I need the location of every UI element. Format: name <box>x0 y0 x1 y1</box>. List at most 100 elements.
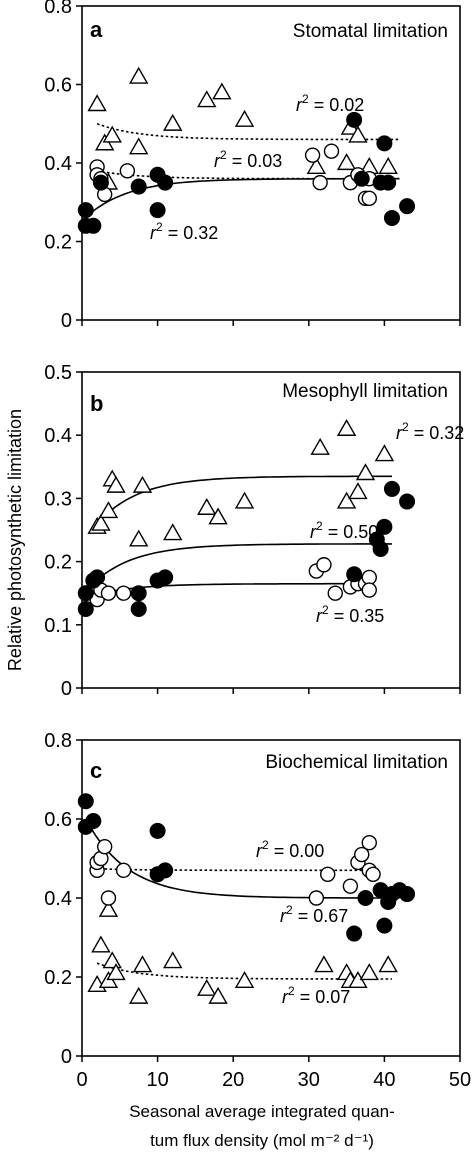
point-triangle <box>355 463 376 481</box>
panel-title: Stomatal limitation <box>293 21 448 42</box>
point-open-circle <box>100 890 117 906</box>
panel-letter: c <box>90 758 102 783</box>
point-triangle <box>91 513 111 531</box>
point-triangle <box>234 971 255 989</box>
x-tick-label: 50 <box>449 1069 471 1091</box>
y-tick-label: 0.8 <box>44 730 72 752</box>
point-filled-circle <box>376 135 393 152</box>
y-tick-label: 0.6 <box>44 809 72 831</box>
point-open-circle <box>312 174 328 191</box>
point-triangle <box>314 955 334 973</box>
panel-title: Biochemical limitation <box>265 752 448 773</box>
point-filled-circle <box>130 585 147 602</box>
point-triangle <box>374 444 395 462</box>
r2-label: r2 = 0.50 <box>310 519 378 542</box>
fit-line <box>89 543 392 588</box>
x-axis-label-line1: Seasonal average integrated quan- <box>129 1102 395 1121</box>
point-triangle <box>128 529 149 547</box>
point-triangle <box>197 497 217 515</box>
point-filled-circle <box>77 601 94 617</box>
y-tick-label: 0.4 <box>44 425 72 447</box>
point-triangle <box>310 437 330 455</box>
point-filled-circle <box>383 480 400 497</box>
x-tick-label: 30 <box>298 1069 320 1091</box>
y-tick-label: 0.2 <box>44 967 72 989</box>
point-filled-circle <box>92 174 109 191</box>
point-triangle <box>234 109 255 127</box>
point-filled-circle <box>346 925 363 942</box>
panel-letter: a <box>90 17 103 42</box>
point-open-circle <box>361 835 377 851</box>
point-triangle <box>197 978 217 996</box>
point-open-circle <box>115 862 132 879</box>
point-triangle <box>348 482 368 500</box>
point-triangle <box>128 66 149 84</box>
point-triangle <box>91 935 111 953</box>
point-triangle <box>378 157 398 175</box>
point-open-circle <box>361 190 377 207</box>
point-triangle <box>128 986 149 1004</box>
point-filled-circle <box>399 493 416 510</box>
y-tick-label: 0.1 <box>44 615 72 637</box>
point-triangle <box>98 899 119 917</box>
point-triangle <box>336 418 357 436</box>
point-filled-circle <box>89 569 106 586</box>
x-tick-label: 0 <box>76 1069 87 1091</box>
y-axis-label: Relative photosynthetic limitation <box>5 409 25 671</box>
point-filled-circle <box>383 209 400 226</box>
y-tick-label: 0.3 <box>44 488 72 510</box>
fit-line <box>85 818 400 899</box>
y-tick-label: 0.4 <box>44 888 72 910</box>
point-triangle <box>208 986 228 1004</box>
point-open-circle <box>354 846 370 863</box>
point-open-circle <box>316 557 332 573</box>
point-open-circle <box>365 866 381 882</box>
point-filled-circle <box>85 812 102 829</box>
point-filled-circle <box>380 174 397 191</box>
point-open-circle <box>361 582 377 598</box>
point-triangle <box>163 113 183 131</box>
point-open-circle <box>304 147 321 163</box>
y-tick-label: 0 <box>61 678 72 700</box>
x-tick-label: 10 <box>146 1069 168 1091</box>
panel-a: 0 0.2 0.4 0.6 0.8 a Stomatal limitation r2 = 0.… <box>44 0 461 332</box>
y-tick-label: 0.2 <box>44 552 72 574</box>
r2-label: r2 = 0.02 <box>296 92 364 115</box>
point-triangle <box>336 153 357 171</box>
point-filled-circle <box>77 793 94 810</box>
r2-label: r2 = 0.03 <box>214 148 282 171</box>
plot-frame <box>81 371 461 689</box>
point-triangle <box>106 475 126 493</box>
point-filled-circle <box>130 601 147 617</box>
point-filled-circle <box>130 178 147 195</box>
point-open-circle <box>320 866 336 882</box>
point-open-circle <box>327 585 343 601</box>
point-triangle <box>378 955 398 973</box>
r2-label: r2 = 0.35 <box>316 603 384 626</box>
panel-c: 0 0.2 0.4 0.6 0.8 0 10 20 30 40 50 c Biochemical lim… <box>44 730 471 1091</box>
x-tick-label: 20 <box>222 1069 244 1091</box>
point-triangle <box>197 90 217 108</box>
point-filled-circle <box>77 585 94 602</box>
r2-label: r2 = 0.32 <box>396 420 464 443</box>
point-filled-circle <box>346 566 363 583</box>
point-triangle <box>359 963 379 981</box>
point-filled-circle <box>376 518 393 535</box>
point-filled-circle <box>353 170 370 187</box>
point-triangle <box>348 125 368 143</box>
point-filled-circle <box>399 198 416 215</box>
point-triangle <box>212 82 232 100</box>
point-triangle <box>87 94 107 112</box>
panel-b: 0 0.1 0.2 0.3 0.4 0.5 b Mesophyll limitation r2 … <box>44 362 464 700</box>
point-open-circle <box>342 878 359 894</box>
point-open-circle <box>308 890 325 906</box>
point-filled-circle <box>85 217 102 234</box>
fit-line <box>96 123 400 141</box>
point-triangle <box>128 137 149 155</box>
point-triangle <box>102 951 122 969</box>
point-filled-circle <box>372 540 389 557</box>
point-open-circle <box>119 163 136 179</box>
point-open-circle <box>100 585 117 601</box>
point-triangle <box>208 507 228 525</box>
